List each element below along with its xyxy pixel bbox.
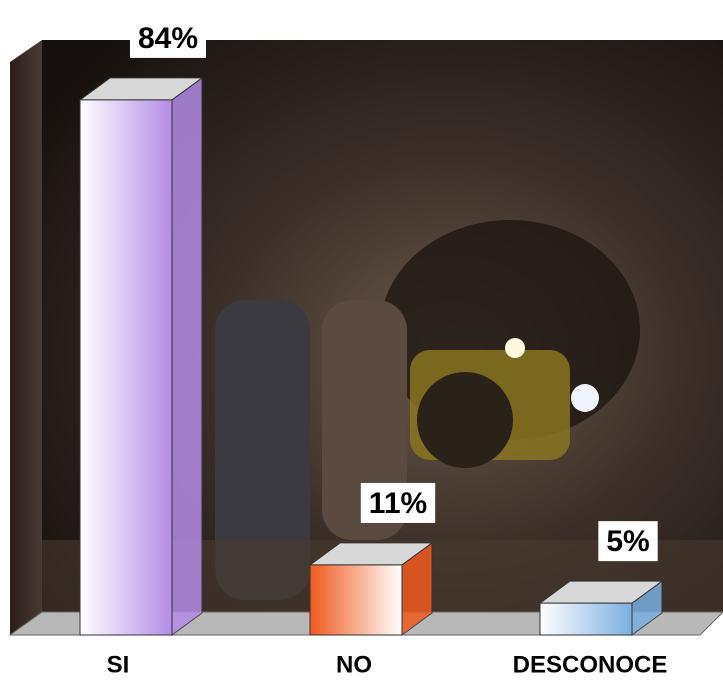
value-label: 5%: [606, 525, 649, 558]
side-wall: [10, 40, 42, 635]
light: [571, 384, 599, 412]
x-tick-label: NO: [336, 651, 372, 678]
bar-side: [171, 76, 203, 636]
x-tick-label: DESCONOCE: [513, 651, 668, 678]
light: [505, 338, 525, 358]
value-label: 84%: [138, 22, 198, 55]
value-label-box: [129, 17, 207, 58]
bar: [309, 564, 403, 636]
wheel: [417, 372, 513, 468]
worker: [322, 300, 407, 540]
x-tick-label: SI: [107, 651, 130, 678]
bar: [539, 602, 633, 636]
value-label: 11%: [369, 487, 427, 520]
value-label-box: [360, 482, 436, 523]
value-label-box: [598, 521, 658, 562]
bar: [79, 99, 173, 636]
worker: [215, 300, 310, 600]
